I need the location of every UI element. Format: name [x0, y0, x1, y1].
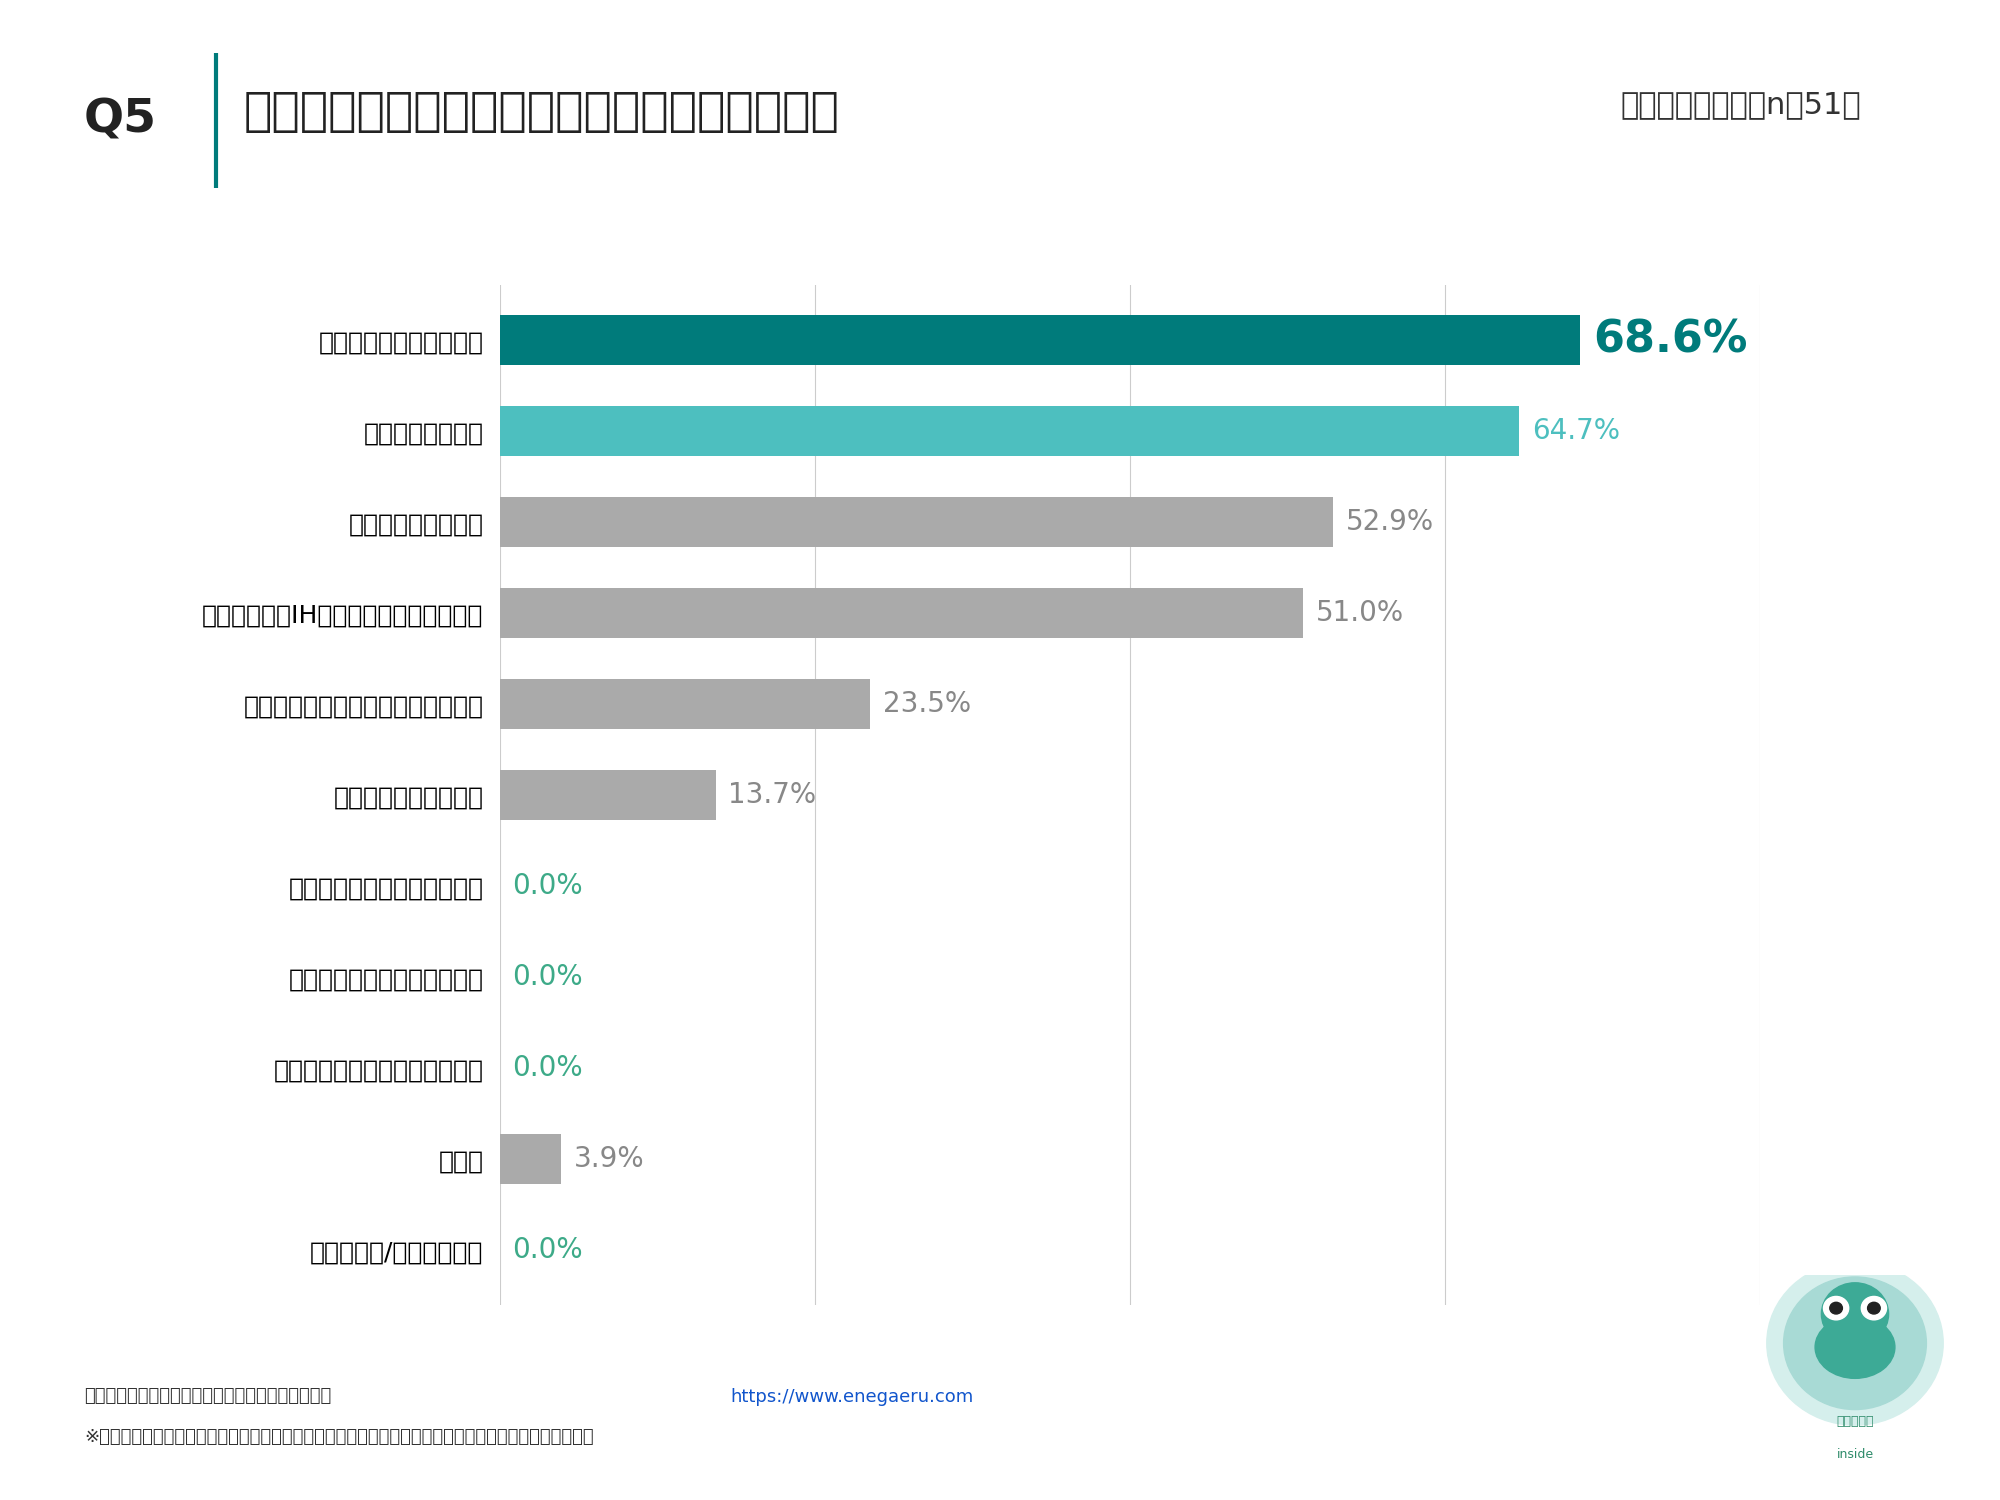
Text: 3.9%: 3.9% [574, 1146, 644, 1173]
Bar [500, 588, 1304, 638]
Bar [500, 770, 716, 820]
Bar [500, 496, 1334, 548]
Text: 13.7%: 13.7% [728, 782, 816, 808]
Bar [500, 405, 1520, 456]
Text: （複数回答）　（n＝51）: （複数回答） （n＝51） [1620, 90, 1860, 118]
Circle shape [1830, 1302, 1842, 1314]
Text: 52.9%: 52.9% [1346, 509, 1434, 536]
Text: 0.0%: 0.0% [512, 871, 584, 900]
Text: 68.6%: 68.6% [1594, 318, 1748, 362]
Text: ※データやグラフにつきましては、出典先・リンクを明記いただき、ご自由に社内外でご活用ください。: ※データやグラフにつきましては、出典先・リンクを明記いただき、ご自由に社内外でご… [84, 1428, 594, 1446]
Text: inside: inside [1836, 1448, 1874, 1461]
Circle shape [1868, 1302, 1880, 1314]
Text: 災害時の停電でどのような事に困りましたか。: 災害時の停電でどのような事に困りましたか。 [244, 90, 840, 135]
Text: 23.5%: 23.5% [882, 690, 970, 718]
Circle shape [1784, 1276, 1926, 1410]
Circle shape [1766, 1262, 1944, 1425]
Text: https://www.enegaeru.com: https://www.enegaeru.com [730, 1388, 974, 1406]
Text: 51.0%: 51.0% [1316, 598, 1404, 627]
Text: 0.0%: 0.0% [512, 1054, 584, 1082]
Text: エネがえる運営事務局調べ（国際航業株式会社）: エネがえる運営事務局調べ（国際航業株式会社） [84, 1388, 332, 1406]
Circle shape [1822, 1282, 1888, 1346]
Bar [500, 680, 870, 729]
Circle shape [1824, 1296, 1848, 1320]
Text: 64.7%: 64.7% [1532, 417, 1620, 444]
Ellipse shape [1816, 1316, 1894, 1378]
Bar [500, 1134, 562, 1185]
Text: エネがえる: エネがえる [1836, 1414, 1874, 1428]
Text: 0.0%: 0.0% [512, 963, 584, 992]
Bar [500, 315, 1580, 364]
Text: Q5: Q5 [84, 98, 156, 142]
Circle shape [1862, 1296, 1886, 1320]
Text: 0.0%: 0.0% [512, 1236, 584, 1264]
